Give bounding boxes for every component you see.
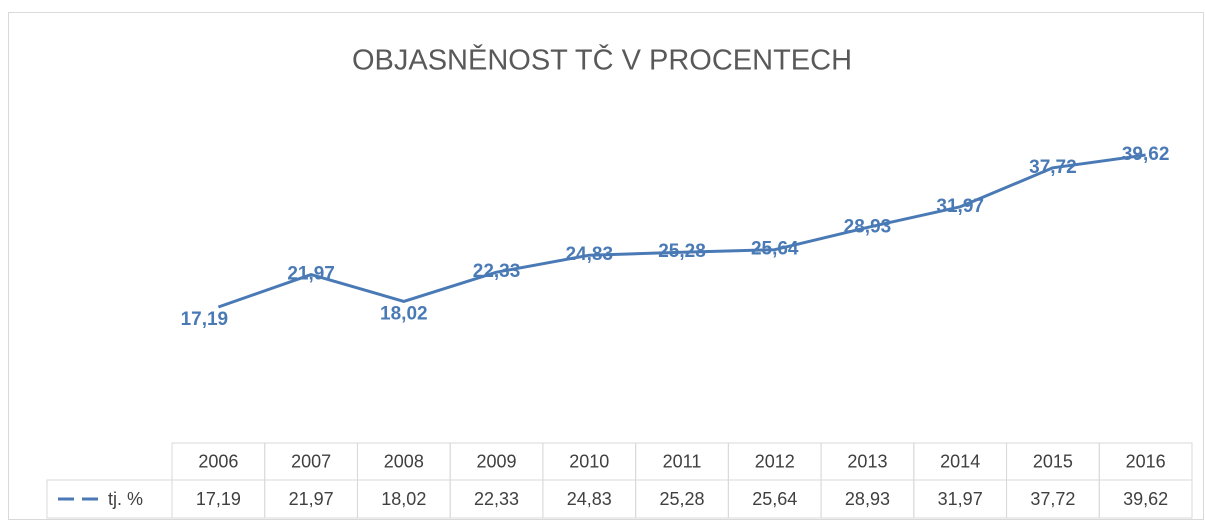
table-value: 24,83 bbox=[567, 489, 612, 509]
x-tick-label: 2006 bbox=[198, 451, 238, 471]
data-label: 28,93 bbox=[844, 216, 892, 237]
table-value: 21,97 bbox=[289, 489, 334, 509]
table-value: 17,19 bbox=[196, 489, 241, 509]
table-value: 39,62 bbox=[1123, 489, 1168, 509]
table-value: 31,97 bbox=[938, 489, 983, 509]
table-value: 22,33 bbox=[474, 489, 519, 509]
data-label: 31,97 bbox=[936, 196, 984, 217]
table-value: 18,02 bbox=[381, 489, 426, 509]
x-tick-label: 2015 bbox=[1033, 451, 1073, 471]
chart-title: OBJASNĚNOST TČ V PROCENTECH bbox=[352, 43, 852, 77]
data-label: 39,62 bbox=[1122, 144, 1170, 165]
x-tick-label: 2010 bbox=[569, 451, 609, 471]
x-tick-label: 2007 bbox=[291, 451, 331, 471]
data-label: 21,97 bbox=[287, 264, 335, 285]
table-value: 25,64 bbox=[752, 489, 797, 509]
data-label: 25,28 bbox=[658, 241, 706, 262]
data-label: 22,33 bbox=[473, 261, 521, 282]
table-value: 25,28 bbox=[659, 489, 704, 509]
x-tick-label: 2012 bbox=[755, 451, 795, 471]
table-value: 28,93 bbox=[845, 489, 890, 509]
x-tick-label: 2016 bbox=[1126, 451, 1166, 471]
x-tick-label: 2011 bbox=[663, 451, 702, 471]
x-tick-label: 2008 bbox=[384, 451, 424, 471]
legend-label: tj. % bbox=[108, 489, 143, 509]
line-series bbox=[217, 153, 1146, 309]
table-cell bbox=[1098, 479, 1193, 519]
table-value: 37,72 bbox=[1030, 489, 1075, 509]
data-label: 25,64 bbox=[751, 239, 799, 260]
data-label: 24,83 bbox=[565, 244, 613, 265]
x-tick-label: 2009 bbox=[477, 451, 517, 471]
x-tick-label: 2013 bbox=[847, 451, 887, 471]
chart-border bbox=[8, 12, 1204, 520]
data-label: 17,19 bbox=[181, 309, 229, 330]
x-tick-label: 2014 bbox=[940, 451, 980, 471]
data-label: 37,72 bbox=[1029, 157, 1077, 178]
data-label: 18,02 bbox=[380, 303, 428, 324]
